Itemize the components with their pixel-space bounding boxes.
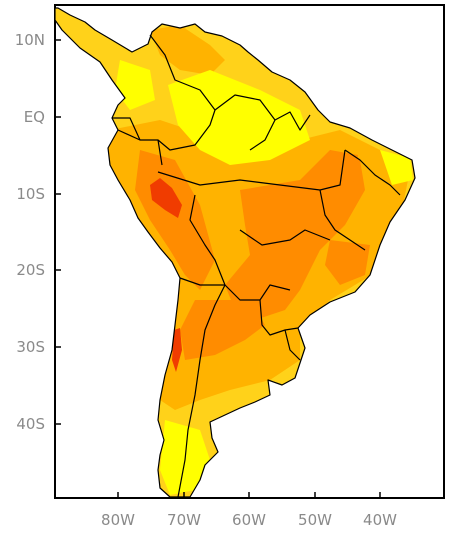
lon-label-40w: 40W <box>363 511 397 529</box>
country-border <box>177 284 226 498</box>
lat-label-30s: 30S <box>16 338 45 356</box>
country-border <box>344 149 401 196</box>
lat-label-10s: 10S <box>16 185 45 203</box>
zone-level-4 <box>180 300 265 360</box>
country-border <box>214 94 276 151</box>
country-border <box>117 129 163 166</box>
coastline <box>54 7 416 498</box>
latitude-ticks <box>55 39 61 425</box>
country-border <box>274 111 311 131</box>
country-border <box>189 194 226 286</box>
zone-level-3 <box>150 25 225 75</box>
lat-label-20s: 20S <box>16 261 45 279</box>
country-border <box>112 117 141 141</box>
zone-level-5 <box>150 178 182 218</box>
zone-level-1 <box>380 150 413 185</box>
lon-label-60w: 60W <box>232 511 266 529</box>
country-border <box>179 277 291 301</box>
lon-label-50w: 50W <box>298 511 332 529</box>
country-border <box>259 299 299 336</box>
longitude-ticks <box>117 492 381 498</box>
country-border <box>157 149 346 191</box>
lon-label-70w: 70W <box>167 511 201 529</box>
zone-level-5 <box>172 328 182 372</box>
lat-label-40s: 40S <box>16 415 45 433</box>
lon-label-80w: 80W <box>101 511 135 529</box>
zone-level-4 <box>330 150 358 190</box>
lat-label-10n: 10N <box>15 31 45 49</box>
zone-level-4 <box>325 240 370 285</box>
coastline-and-borders <box>54 7 416 498</box>
zone-level-4 <box>225 150 365 320</box>
country-border <box>239 229 331 246</box>
lat-label-eq: EQ <box>24 108 45 126</box>
country-border <box>319 189 366 251</box>
country-border <box>284 329 301 361</box>
